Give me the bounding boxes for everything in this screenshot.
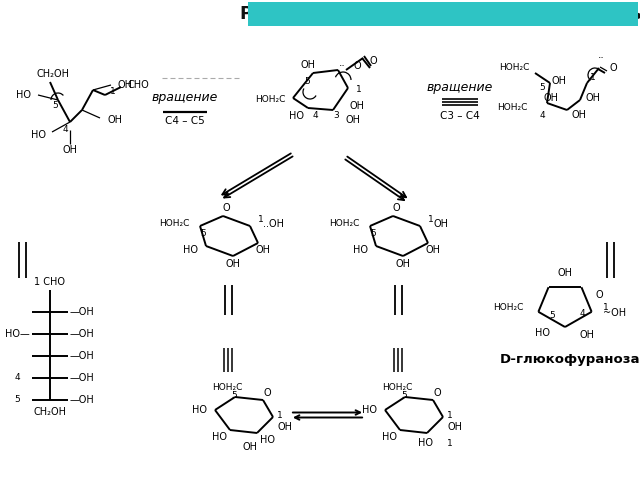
Text: Равновесия в водном растворе глюкозы: Равновесия в водном растворе глюкозы: [240, 5, 640, 23]
Text: OH: OH: [225, 259, 241, 269]
Text: OH: OH: [544, 93, 559, 103]
Text: HOH₂C: HOH₂C: [330, 219, 360, 228]
Text: 1: 1: [428, 216, 434, 225]
Text: OH: OH: [580, 330, 595, 340]
Text: 5: 5: [549, 311, 555, 320]
Text: OH: OH: [346, 115, 361, 125]
Text: HO: HO: [16, 90, 31, 100]
Text: 3: 3: [333, 111, 339, 120]
Text: HO—: HO—: [5, 329, 30, 339]
Text: HOH₂C: HOH₂C: [493, 302, 523, 312]
Text: HO: HO: [418, 438, 433, 448]
Text: OH: OH: [107, 115, 122, 125]
Text: ..OH: ..OH: [263, 219, 284, 229]
Text: —OH: —OH: [70, 373, 95, 383]
Text: 5: 5: [14, 396, 20, 405]
Text: HO: HO: [31, 130, 46, 140]
Text: OH: OH: [118, 80, 133, 90]
Text: 5: 5: [52, 101, 58, 110]
Text: OH: OH: [426, 245, 441, 255]
Text: OH: OH: [433, 219, 448, 229]
Text: 4: 4: [14, 373, 20, 383]
Text: ··: ··: [339, 61, 346, 71]
Text: 4: 4: [313, 111, 319, 120]
Text: HO: HO: [289, 111, 304, 121]
Text: HO: HO: [183, 245, 198, 255]
Text: O: O: [222, 203, 230, 213]
Text: HO: HO: [212, 432, 227, 442]
Text: HO: HO: [192, 405, 207, 415]
Text: ··: ··: [598, 53, 604, 63]
Bar: [248, 2, 638, 26]
Text: HO: HO: [353, 245, 368, 255]
Text: OH: OH: [63, 145, 77, 155]
Text: 5: 5: [401, 391, 407, 399]
Text: O: O: [370, 56, 378, 66]
Text: O: O: [392, 203, 400, 213]
Text: HOH₂C: HOH₂C: [255, 96, 286, 105]
Text: OH: OH: [447, 422, 462, 432]
Text: OH: OH: [277, 422, 292, 432]
Text: CH₂OH: CH₂OH: [36, 69, 70, 79]
Text: 1: 1: [447, 439, 452, 447]
Text: вращение: вращение: [427, 82, 493, 95]
Text: HOH₂C: HOH₂C: [500, 63, 530, 72]
Text: 1: 1: [110, 87, 116, 96]
Text: 1: 1: [356, 85, 362, 95]
Text: CHO: CHO: [127, 80, 148, 90]
Text: CH₂OH: CH₂OH: [33, 407, 67, 417]
Text: OH: OH: [552, 76, 567, 86]
Text: OH: OH: [350, 101, 365, 111]
Text: 1: 1: [258, 216, 264, 225]
Text: 1: 1: [603, 303, 609, 312]
Text: 4: 4: [539, 110, 545, 120]
Text: 5: 5: [304, 77, 310, 86]
Text: OH: OH: [572, 110, 587, 120]
Text: 1: 1: [447, 410, 452, 420]
Text: O: O: [433, 388, 440, 398]
Text: 1: 1: [590, 73, 596, 83]
Text: вращение: вращение: [152, 91, 218, 104]
Text: O: O: [595, 290, 603, 300]
Text: HOH₂C: HOH₂C: [382, 383, 412, 392]
Text: 5: 5: [539, 84, 545, 93]
Text: OH: OH: [256, 245, 271, 255]
Text: C3 – C4: C3 – C4: [440, 111, 480, 121]
Text: 5: 5: [231, 391, 237, 399]
Text: 5: 5: [200, 229, 206, 239]
Text: 5: 5: [371, 229, 376, 239]
Text: —OH: —OH: [70, 307, 95, 317]
Text: HOH₂C: HOH₂C: [212, 383, 242, 392]
Text: OH: OH: [557, 268, 573, 278]
Text: O: O: [609, 63, 616, 73]
Text: HO: HO: [362, 405, 377, 415]
Text: 1 CHO: 1 CHO: [35, 277, 65, 287]
Text: O: O: [353, 61, 360, 71]
Text: —OH: —OH: [70, 395, 95, 405]
Text: 4: 4: [62, 125, 68, 134]
Text: D-глюкофураноза: D-глюкофураноза: [500, 353, 640, 367]
Text: C4 – C5: C4 – C5: [165, 116, 205, 126]
Text: HOH₂C: HOH₂C: [497, 104, 527, 112]
Text: OH: OH: [301, 60, 316, 70]
Text: HO: HO: [535, 328, 550, 338]
Text: HOH₂C: HOH₂C: [159, 219, 190, 228]
Text: HO: HO: [382, 432, 397, 442]
Text: 1: 1: [277, 410, 283, 420]
Text: HO: HO: [260, 435, 275, 445]
Text: OH: OH: [585, 93, 600, 103]
Text: ~OH: ~OH: [603, 308, 626, 318]
Text: OH: OH: [396, 259, 410, 269]
Text: O: O: [263, 388, 271, 398]
Text: OH: OH: [243, 442, 257, 452]
Text: 4: 4: [580, 309, 586, 317]
Text: —OH: —OH: [70, 351, 95, 361]
Text: —OH: —OH: [70, 329, 95, 339]
